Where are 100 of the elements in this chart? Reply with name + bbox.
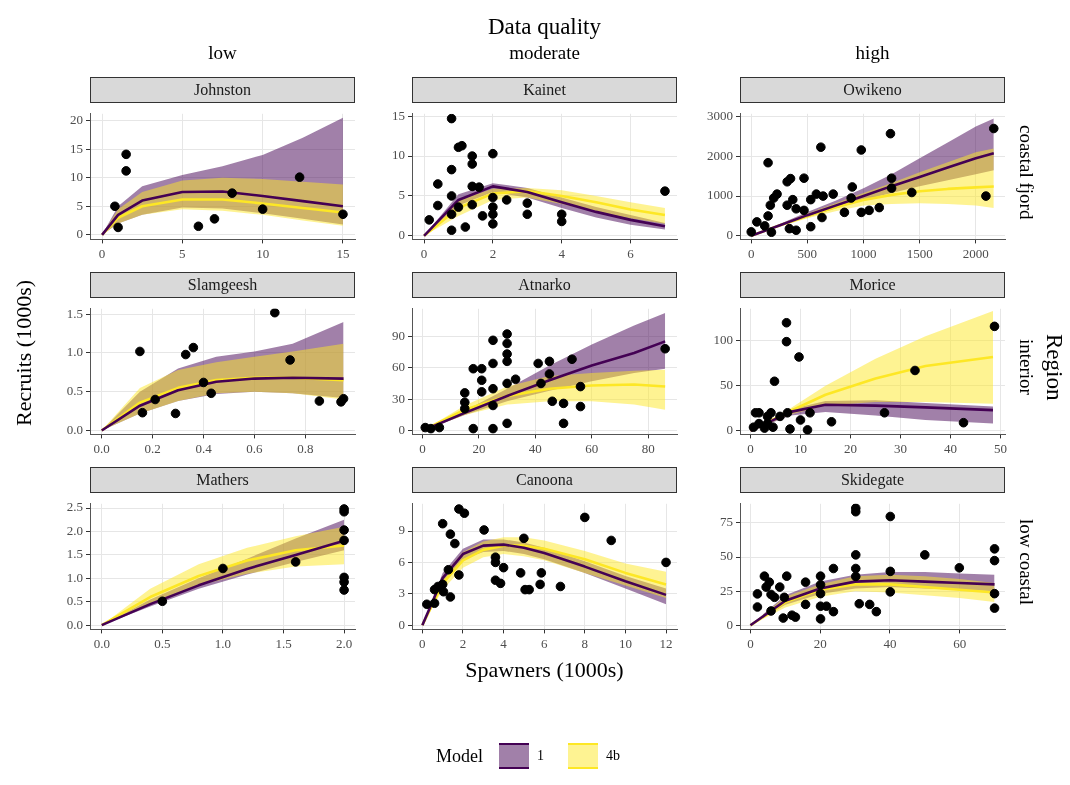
x-tick-label: 60 — [953, 635, 967, 651]
x-tick-label: 500 — [797, 245, 818, 261]
y-tick-label: 1.0 — [66, 344, 83, 360]
x-tick-label: 0 — [420, 245, 428, 261]
y-tick-label: 0.5 — [66, 593, 83, 609]
y-tick-label: 0 — [398, 227, 405, 243]
x-tick-label: 6 — [540, 635, 548, 651]
x-tick-label: 5 — [179, 245, 186, 261]
chart-subtitle: low — [207, 42, 238, 64]
x-tick-label: 4 — [500, 635, 508, 651]
x-tick-label: 8 — [581, 635, 589, 651]
y-tick-label: 30 — [392, 390, 405, 406]
y-tick-label: 10 — [392, 147, 405, 163]
x-tick-label: 1500 — [906, 245, 933, 261]
y-tick-label: 15 — [70, 140, 83, 156]
chart-title: Morice — [740, 272, 1005, 298]
x-tick-label: 0.8 — [297, 440, 314, 456]
x-tick-label: 0.4 — [195, 440, 213, 456]
y-tick-label: 0 — [726, 422, 733, 438]
chart-title: Skidegate — [740, 467, 1005, 493]
x-tick-label: 40 — [528, 440, 542, 456]
y-tick-label: 1.0 — [66, 569, 83, 585]
legend-label: 1 — [537, 748, 544, 764]
x-tick-label: 0 — [747, 245, 755, 261]
y-tick-label: 25 — [720, 582, 733, 598]
x-tick-label: 0.5 — [154, 635, 171, 651]
x-tick-label: 12 — [659, 635, 673, 651]
y-tick-label: 0 — [398, 422, 405, 438]
y-axis-title: Recruits (1000s) — [11, 279, 37, 427]
chart-title: Mathers — [90, 467, 355, 493]
chart-subtitle: moderate — [508, 42, 581, 64]
y-tick-label: 1.5 — [66, 546, 83, 562]
y-tick-label: 100 — [713, 332, 733, 348]
legend-title: Model — [436, 745, 483, 767]
y-tick-label: 75 — [720, 514, 733, 530]
text: coastal fjord — [1015, 123, 1037, 222]
x-tick-label: 0.0 — [93, 635, 110, 651]
y-tick-label: 3 — [398, 585, 405, 601]
x-tick-label: 2 — [459, 635, 467, 651]
text: low coastal — [1015, 518, 1037, 607]
text: Data quality — [486, 14, 602, 40]
x-tick-label: 0.6 — [246, 440, 264, 456]
y-tick-label: 15 — [392, 107, 405, 123]
chart-title: Canoona — [412, 467, 677, 493]
x-tick-label: 40 — [883, 635, 897, 651]
x-tick-label: 0 — [747, 635, 754, 651]
y-tick-label: 5 — [76, 197, 83, 213]
x-tick-label: 80 — [641, 440, 655, 456]
y-tick-label: 2.0 — [66, 522, 83, 538]
y-tick-label: 10 — [70, 169, 83, 185]
x-tick-label: 15 — [336, 245, 350, 261]
legend-label: 4b — [606, 748, 620, 764]
chart-title: Atnarko — [412, 272, 677, 298]
y-tick-label: 2000 — [707, 147, 733, 163]
x-tick-label: 20 — [472, 440, 486, 456]
x-tick-label: 10 — [794, 440, 807, 456]
x-tick-label: 1000 — [850, 245, 877, 261]
y-tick-label: 0.0 — [66, 616, 83, 632]
y-tick-label: 1.5 — [66, 305, 83, 321]
chart-title: Slamgeesh — [90, 272, 355, 298]
y-tick-label: 60 — [392, 359, 405, 375]
x-tick-label: 30 — [894, 440, 907, 456]
x-tick-label: 1.0 — [214, 635, 232, 651]
chart-title: Johnston — [90, 77, 355, 103]
y-tick-label: 5 — [398, 187, 405, 203]
x-tick-label: 0.2 — [144, 440, 161, 456]
x-tick-label: 20 — [813, 635, 827, 651]
y-tick-label: 0 — [76, 226, 83, 242]
x-tick-label: 0 — [419, 440, 426, 456]
chart-title: Kainet — [412, 77, 677, 103]
chart-subtitle: high — [854, 42, 891, 64]
x-tick-label: 10 — [618, 635, 632, 651]
x-tick-label: 2000 — [962, 245, 989, 261]
x-tick-label: 0 — [747, 440, 754, 456]
y-tick-label: 20 — [70, 112, 83, 128]
y-tick-label: 1000 — [707, 187, 733, 203]
y-tick-label: 0 — [398, 616, 405, 632]
x-tick-label: 0 — [98, 245, 106, 261]
x-tick-label: 1.5 — [275, 635, 292, 651]
y-tick-label: 0 — [726, 616, 733, 632]
x-tick-label: 0 — [419, 635, 426, 651]
y-tick-label: 0.0 — [66, 421, 83, 437]
y-tick-label: 0.5 — [66, 383, 83, 399]
y-tick-label: 3000 — [707, 108, 733, 123]
x-tick-label: 20 — [844, 440, 857, 456]
x-tick-label: 6 — [627, 245, 635, 261]
x-tick-label: 2 — [489, 245, 497, 261]
y-tick-label: 6 — [398, 553, 406, 569]
y-tick-label: 2.5 — [66, 499, 83, 515]
text: Region — [1041, 332, 1067, 403]
y-tick-label: 90 — [392, 327, 405, 343]
x-tick-label: 40 — [944, 440, 957, 456]
x-tick-label: 4 — [558, 245, 566, 261]
x-axis-title: Spawners (1000s) — [464, 657, 625, 683]
x-tick-label: 0.0 — [93, 440, 110, 456]
y-tick-label: 9 — [398, 522, 405, 538]
x-tick-label: 50 — [994, 440, 1007, 456]
x-tick-label: 10 — [256, 245, 270, 261]
text: interior — [1015, 338, 1037, 397]
y-tick-label: 50 — [720, 548, 733, 564]
